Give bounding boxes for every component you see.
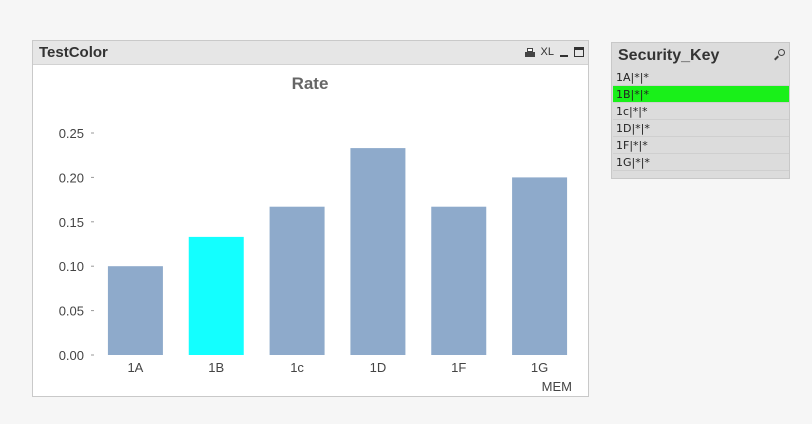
caption-icons: XL [524,45,584,59]
x-axis: 1A 1B 1c 1D 1F 1G [127,360,548,375]
listbox-title: Security_Key [618,47,720,64]
bar-1c[interactable] [269,206,325,355]
bars [107,148,568,355]
y-tick-label: 0.10 [59,259,84,274]
y-tick-label: 0.00 [59,348,84,363]
listbox-items: 1A|*|* 1B|*|* 1c|*|* 1D|*|* 1F|*|* 1G|*|* [613,69,789,171]
print-icon[interactable] [524,47,535,57]
y-tick-label: 0.15 [59,215,84,230]
listbox-item[interactable]: 1A|*|* [613,69,789,86]
y-tick-label: 0.05 [59,304,84,319]
y-tick-label: 0.25 [59,126,84,141]
chart-caption: TestColor XL [33,41,588,65]
listbox-item[interactable]: 1c|*|* [613,103,789,120]
x-axis-label: MEM [542,379,572,394]
bar-1F[interactable] [431,206,487,355]
bar-1G[interactable] [512,177,568,355]
listbox-item[interactable]: 1B|*|* [613,86,789,103]
x-tick-label: 1c [290,360,304,375]
chart-title: Rate [292,74,329,93]
x-tick-label: 1A [127,360,143,375]
export-xl-button[interactable]: XL [540,46,554,58]
security-key-listbox: Security_Key 1A|*|* 1B|*|* 1c|*|* 1D|*|* 1F|… [611,42,790,179]
listbox-item[interactable]: 1G|*|* [613,154,789,171]
y-axis: 0.00 0.05 0.10 0.15 0.20 0.25 [59,126,94,363]
listbox-header: Security_Key [612,43,789,68]
chart-window: TestColor XL Rate 0.00 0.05 0.10 0.15 0.20 0.… [32,40,589,397]
bar-1D[interactable] [350,148,406,355]
search-icon[interactable] [773,49,785,61]
x-tick-label: 1G [531,360,548,375]
x-tick-label: 1F [451,360,466,375]
x-tick-label: 1D [370,360,387,375]
y-tick-label: 0.20 [59,170,84,185]
maximize-icon[interactable] [574,47,584,57]
minimize-icon[interactable] [560,55,568,57]
listbox-item[interactable]: 1F|*|* [613,137,789,154]
chart-window-title: TestColor [39,44,108,61]
bar-1B[interactable] [188,236,244,355]
bar-1A[interactable] [107,266,163,355]
x-tick-label: 1B [208,360,224,375]
listbox-item[interactable]: 1D|*|* [613,120,789,137]
bar-chart: Rate 0.00 0.05 0.10 0.15 0.20 0.25 1A 1B 1c 1D 1F… [59,74,572,394]
